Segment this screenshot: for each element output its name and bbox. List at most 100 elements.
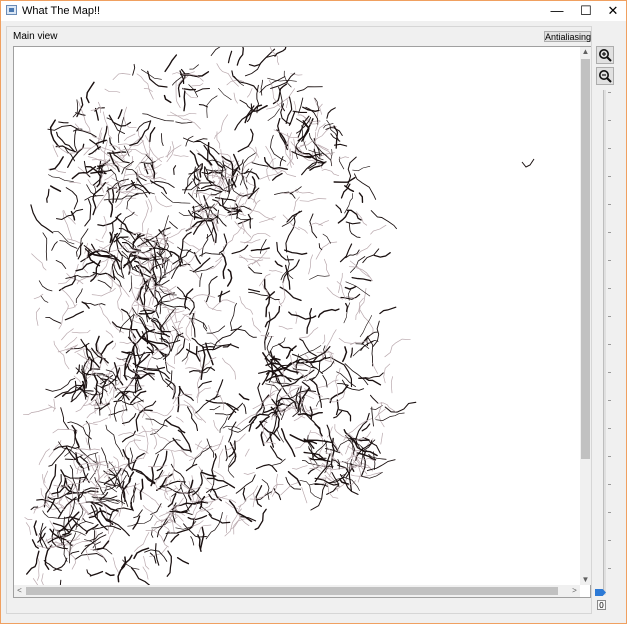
road-segment [119,314,135,333]
road-segment [229,205,233,220]
road-segment [247,88,253,98]
road-segment [135,236,164,240]
road-segment [216,63,239,87]
road-segment [58,300,69,330]
road-segment [185,463,198,472]
maximize-button[interactable]: ☐ [580,3,592,18]
road-segment [350,463,355,472]
minimize-button[interactable]: — [550,3,564,18]
road-segment [271,398,279,412]
zoom-out-button[interactable] [596,67,614,85]
road-segment [370,210,397,230]
road-segment [258,368,281,374]
scroll-right-arrow[interactable]: > [572,586,577,595]
road-segment [285,214,296,253]
road-segment [120,391,130,401]
horizontal-scroll-thumb[interactable] [26,587,558,595]
road-segment [276,353,300,371]
zoom-in-button[interactable] [596,46,614,64]
road-segment [105,369,117,385]
road-segment [199,272,203,288]
road-segment [114,388,143,398]
road-segment [255,485,263,508]
road-segment [65,445,77,461]
road-segment [92,525,122,530]
road-segment [121,161,134,175]
road-segment [303,438,315,449]
road-segment [150,405,174,417]
road-segment [340,183,351,199]
road-segment [94,530,97,547]
road-segment [309,162,325,171]
road-segment [179,478,202,490]
road-segment [255,415,270,430]
road-segment [268,269,283,274]
road-segment [121,254,144,275]
road-segment [37,532,46,543]
close-button[interactable]: ✕ [607,3,619,18]
road-segment [237,168,255,186]
map-rendering[interactable] [14,47,580,585]
road-segment [139,279,151,306]
road-segment [55,208,84,221]
road-segment [85,437,89,446]
road-segment [126,262,131,275]
road-segment [85,420,91,451]
road-segment [154,289,162,306]
road-segment [62,516,67,549]
road-segment [155,195,173,208]
road-segment [76,275,95,285]
road-segment [133,370,156,378]
vertical-scrollbar[interactable]: ▲ ▼ [580,47,591,585]
road-segment [123,439,141,460]
road-segment [156,285,177,293]
road-segment [48,463,57,490]
road-segment [41,573,44,585]
title-bar[interactable]: What The Map!! — ☐ ✕ [1,1,626,21]
road-segment [356,452,377,461]
road-segment [189,265,214,273]
road-segment [242,146,258,173]
road-segment [139,400,157,414]
road-segment [121,430,136,443]
road-segment [264,311,271,351]
scroll-up-arrow[interactable]: ▲ [581,47,590,56]
zoom-slider-handle[interactable] [595,589,606,596]
zoom-slider-track[interactable] [603,90,606,595]
road-segment [75,112,86,116]
road-segment [108,114,132,127]
road-segment [149,546,168,558]
vertical-scroll-thumb[interactable] [581,59,590,459]
road-segment [198,387,212,395]
road-segment [271,172,283,181]
road-segment [225,501,238,509]
road-segment [317,144,329,151]
map-canvas[interactable] [13,46,591,598]
road-segment [256,463,278,472]
road-segment [75,503,84,531]
scroll-left-arrow[interactable]: < [17,586,22,595]
road-segment [291,366,299,373]
road-segment [149,247,173,257]
road-segment [331,459,341,465]
road-segment [274,47,287,57]
road-segment [163,94,172,104]
road-segment [207,213,219,232]
road-segment [259,170,283,180]
road-segment [149,256,155,272]
road-segment [302,106,320,112]
road-segment [102,125,108,144]
horizontal-scrollbar[interactable]: < > [14,585,580,597]
road-segment [75,448,100,451]
scroll-down-arrow[interactable]: ▼ [581,575,590,584]
road-segment [142,200,149,232]
road-segment [62,210,73,241]
road-segment [30,204,54,234]
road-segment [132,307,147,329]
road-segment [52,428,78,434]
road-segment [196,370,202,398]
antialiasing-button[interactable]: Antialiasing [544,31,592,42]
road-segment [109,368,121,394]
road-segment [118,228,136,241]
road-segment [236,47,244,66]
